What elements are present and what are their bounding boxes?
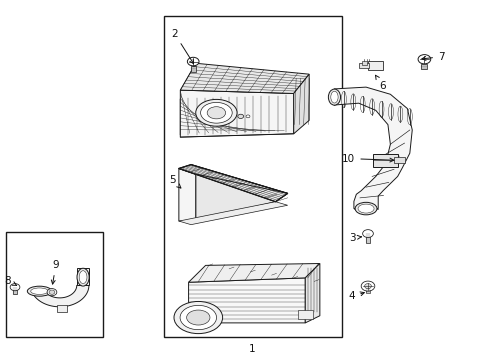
Polygon shape: [293, 74, 308, 134]
Ellipse shape: [357, 204, 373, 213]
Ellipse shape: [27, 286, 52, 296]
Polygon shape: [179, 202, 287, 225]
Polygon shape: [77, 267, 89, 285]
Text: 6: 6: [375, 75, 385, 91]
Ellipse shape: [186, 310, 209, 325]
Ellipse shape: [200, 103, 232, 123]
Polygon shape: [180, 63, 308, 94]
Text: 2: 2: [171, 28, 193, 64]
Ellipse shape: [330, 91, 337, 103]
Polygon shape: [179, 165, 287, 202]
Bar: [164, 16, 341, 337]
Circle shape: [49, 290, 55, 294]
Text: 8: 8: [4, 276, 17, 286]
Ellipse shape: [180, 305, 216, 330]
Ellipse shape: [174, 301, 222, 334]
Ellipse shape: [31, 288, 48, 294]
Bar: [57, 305, 67, 312]
Ellipse shape: [354, 202, 376, 215]
Circle shape: [361, 281, 374, 291]
Polygon shape: [305, 264, 319, 323]
Polygon shape: [188, 278, 305, 323]
Bar: [372, 154, 397, 167]
Polygon shape: [188, 264, 319, 282]
Polygon shape: [180, 90, 293, 137]
Polygon shape: [32, 285, 89, 307]
Ellipse shape: [79, 271, 87, 284]
Text: 5: 5: [168, 175, 181, 188]
Bar: [365, 234, 370, 243]
Circle shape: [364, 284, 371, 289]
Text: 3: 3: [348, 233, 361, 243]
Circle shape: [362, 230, 372, 238]
Ellipse shape: [328, 89, 340, 105]
Circle shape: [245, 115, 249, 118]
Bar: [190, 66, 195, 72]
Bar: [297, 310, 312, 319]
Circle shape: [187, 57, 199, 66]
Bar: [393, 157, 404, 163]
Ellipse shape: [195, 99, 237, 126]
Polygon shape: [196, 174, 287, 221]
Ellipse shape: [207, 107, 225, 119]
Text: 7: 7: [421, 52, 444, 62]
Text: 1: 1: [248, 343, 255, 354]
Text: 4: 4: [348, 292, 364, 301]
Bar: [358, 63, 369, 68]
Bar: [13, 287, 18, 294]
Bar: [421, 64, 427, 69]
Bar: [6, 232, 103, 337]
Text: 9: 9: [51, 260, 59, 284]
Bar: [368, 61, 382, 70]
Ellipse shape: [77, 268, 89, 286]
Bar: [362, 61, 366, 65]
Circle shape: [237, 114, 243, 118]
Circle shape: [47, 289, 57, 296]
Circle shape: [10, 284, 20, 291]
Polygon shape: [334, 87, 411, 208]
Text: 10: 10: [342, 154, 393, 163]
Polygon shape: [179, 168, 196, 221]
Bar: [366, 286, 369, 293]
Circle shape: [417, 55, 430, 64]
